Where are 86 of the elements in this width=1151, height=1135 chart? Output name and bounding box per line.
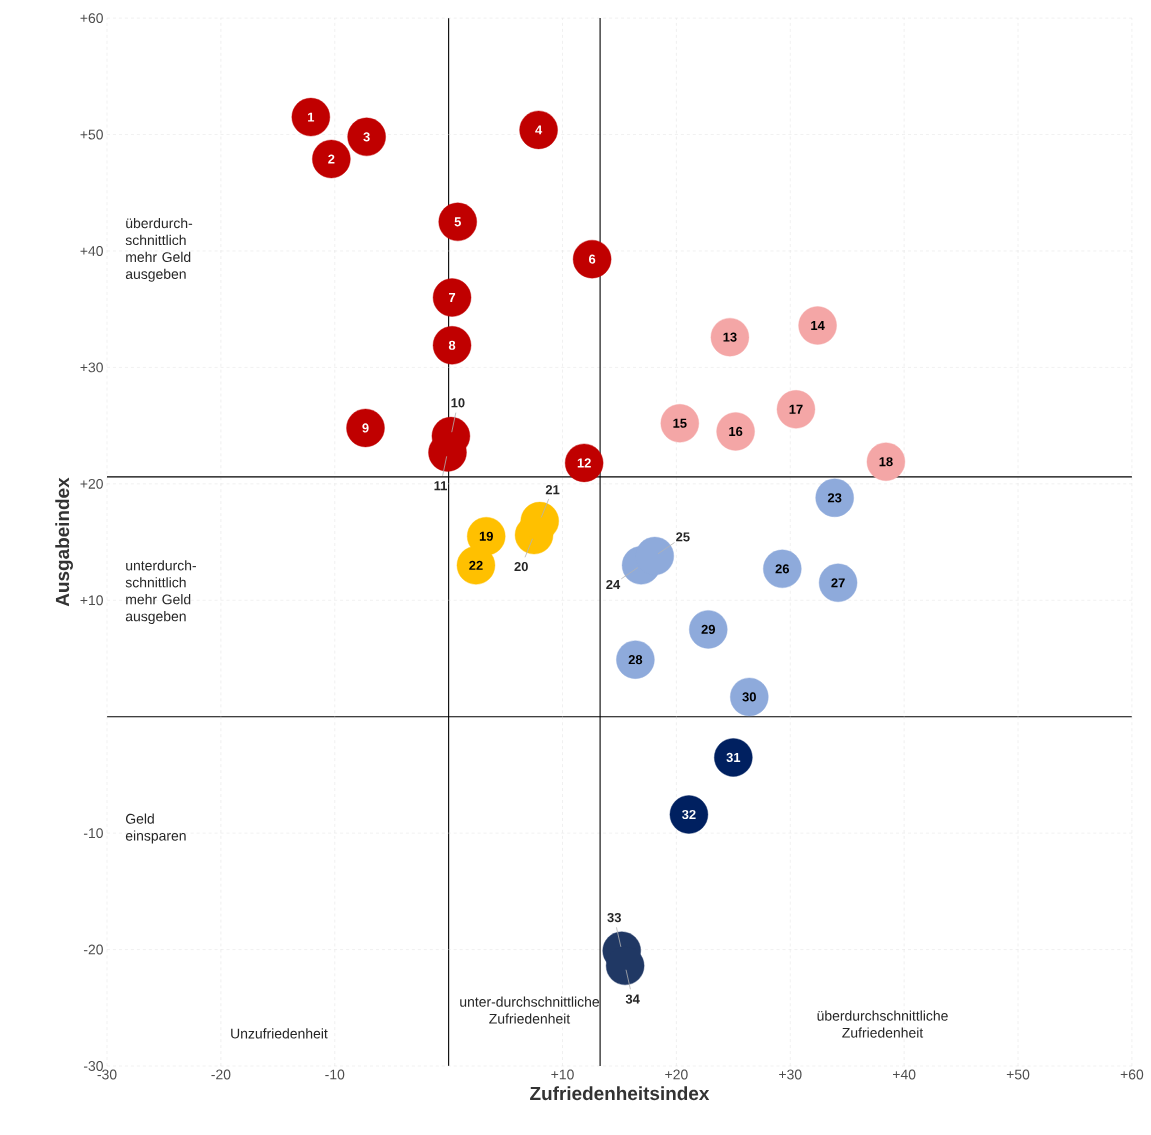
x-axis-title: Zufriedenheitsindex bbox=[530, 1086, 710, 1101]
point bbox=[432, 326, 472, 365]
annotation: 19 bbox=[479, 531, 493, 541]
annotation: 8 bbox=[448, 340, 456, 350]
point bbox=[346, 408, 385, 448]
annotation: 18 bbox=[879, 457, 893, 467]
annotation: 5 bbox=[454, 217, 461, 227]
y-tick-label: -30 bbox=[83, 1061, 103, 1071]
y-axis-title: Ausgabeindex bbox=[55, 477, 73, 607]
annotation: 4 bbox=[535, 125, 543, 135]
y-tick-label: +40 bbox=[80, 246, 103, 256]
point bbox=[347, 117, 386, 157]
annotation: 20 bbox=[514, 561, 528, 572]
x-tick-label: +40 bbox=[893, 1069, 916, 1080]
annotation: 25 bbox=[676, 532, 690, 542]
annotation: unterdurch-schnittlich mehr Geld ausgeben bbox=[125, 560, 196, 625]
annotation: überdurch-schnittlich mehr Geld ausgeben bbox=[125, 217, 193, 282]
annotation: 28 bbox=[628, 655, 643, 665]
point bbox=[730, 677, 769, 717]
y-tick-label: +30 bbox=[80, 362, 103, 373]
point bbox=[432, 278, 472, 317]
annotation: 16 bbox=[729, 426, 743, 437]
x-tick-label: +10 bbox=[551, 1069, 574, 1080]
point bbox=[866, 442, 906, 481]
point bbox=[798, 306, 837, 345]
annotation: 26 bbox=[775, 564, 790, 574]
annotation: 11 bbox=[434, 481, 448, 491]
point bbox=[710, 317, 750, 357]
annotation: 33 bbox=[607, 912, 621, 923]
annotation: 31 bbox=[726, 752, 741, 763]
x-tick-label: -10 bbox=[325, 1069, 345, 1080]
x-tick-label: +20 bbox=[665, 1069, 688, 1080]
x-tick-label: -20 bbox=[211, 1069, 231, 1080]
x-tick-label: -30 bbox=[97, 1069, 117, 1080]
point bbox=[714, 738, 753, 777]
point bbox=[312, 139, 351, 179]
point bbox=[438, 202, 477, 242]
point bbox=[456, 546, 496, 585]
annotation: überdurchschnittliche Zufriedenheit bbox=[817, 1010, 948, 1038]
y-tick-label: +20 bbox=[80, 478, 103, 489]
annotation: 27 bbox=[831, 578, 845, 588]
annotation: 23 bbox=[827, 493, 842, 503]
x-tick-label: +60 bbox=[1120, 1069, 1144, 1080]
annotation: 12 bbox=[577, 458, 591, 468]
annotation: 32 bbox=[682, 809, 696, 820]
y-tick-label: -20 bbox=[83, 944, 103, 955]
annotation: 9 bbox=[362, 423, 369, 433]
annotation: 3 bbox=[363, 132, 370, 142]
point bbox=[763, 549, 802, 589]
point bbox=[572, 239, 612, 279]
annotation: 7 bbox=[449, 293, 456, 302]
point bbox=[291, 97, 331, 137]
annotation: 15 bbox=[673, 418, 687, 428]
annotation: 29 bbox=[701, 624, 715, 634]
point bbox=[776, 390, 816, 429]
annotation: Geld einsparen bbox=[125, 813, 186, 844]
annotation: Unzufriedenheit bbox=[231, 1028, 328, 1039]
point bbox=[616, 640, 655, 679]
annotation: 6 bbox=[588, 254, 596, 264]
annotation: 30 bbox=[742, 692, 756, 702]
point bbox=[716, 412, 755, 451]
annotation: 17 bbox=[789, 404, 803, 414]
y-tick-label: +10 bbox=[80, 595, 103, 606]
annotation: unter-durchschnittliche Zufriedenheit bbox=[460, 996, 600, 1024]
y-tick-label: +50 bbox=[80, 129, 103, 140]
annotation: 21 bbox=[545, 485, 560, 495]
annotation: 1 bbox=[308, 112, 315, 122]
point bbox=[669, 795, 709, 834]
point bbox=[660, 404, 700, 443]
point bbox=[635, 536, 674, 576]
annotation: 34 bbox=[625, 994, 640, 1004]
annotation: 22 bbox=[469, 560, 483, 570]
annotation: 24 bbox=[606, 579, 621, 590]
point bbox=[818, 563, 858, 603]
point bbox=[689, 610, 728, 649]
annotation: 14 bbox=[811, 321, 825, 330]
point bbox=[815, 478, 854, 518]
y-tick-label: +60 bbox=[80, 13, 103, 24]
point bbox=[564, 443, 604, 483]
x-tick-label: +50 bbox=[1006, 1069, 1030, 1080]
annotation: 2 bbox=[328, 154, 335, 164]
annotation: 10 bbox=[451, 398, 465, 408]
annotation: 13 bbox=[723, 332, 737, 342]
point bbox=[519, 110, 558, 150]
x-tick-label: +30 bbox=[779, 1069, 802, 1080]
y-tick-label: -10 bbox=[83, 828, 103, 839]
